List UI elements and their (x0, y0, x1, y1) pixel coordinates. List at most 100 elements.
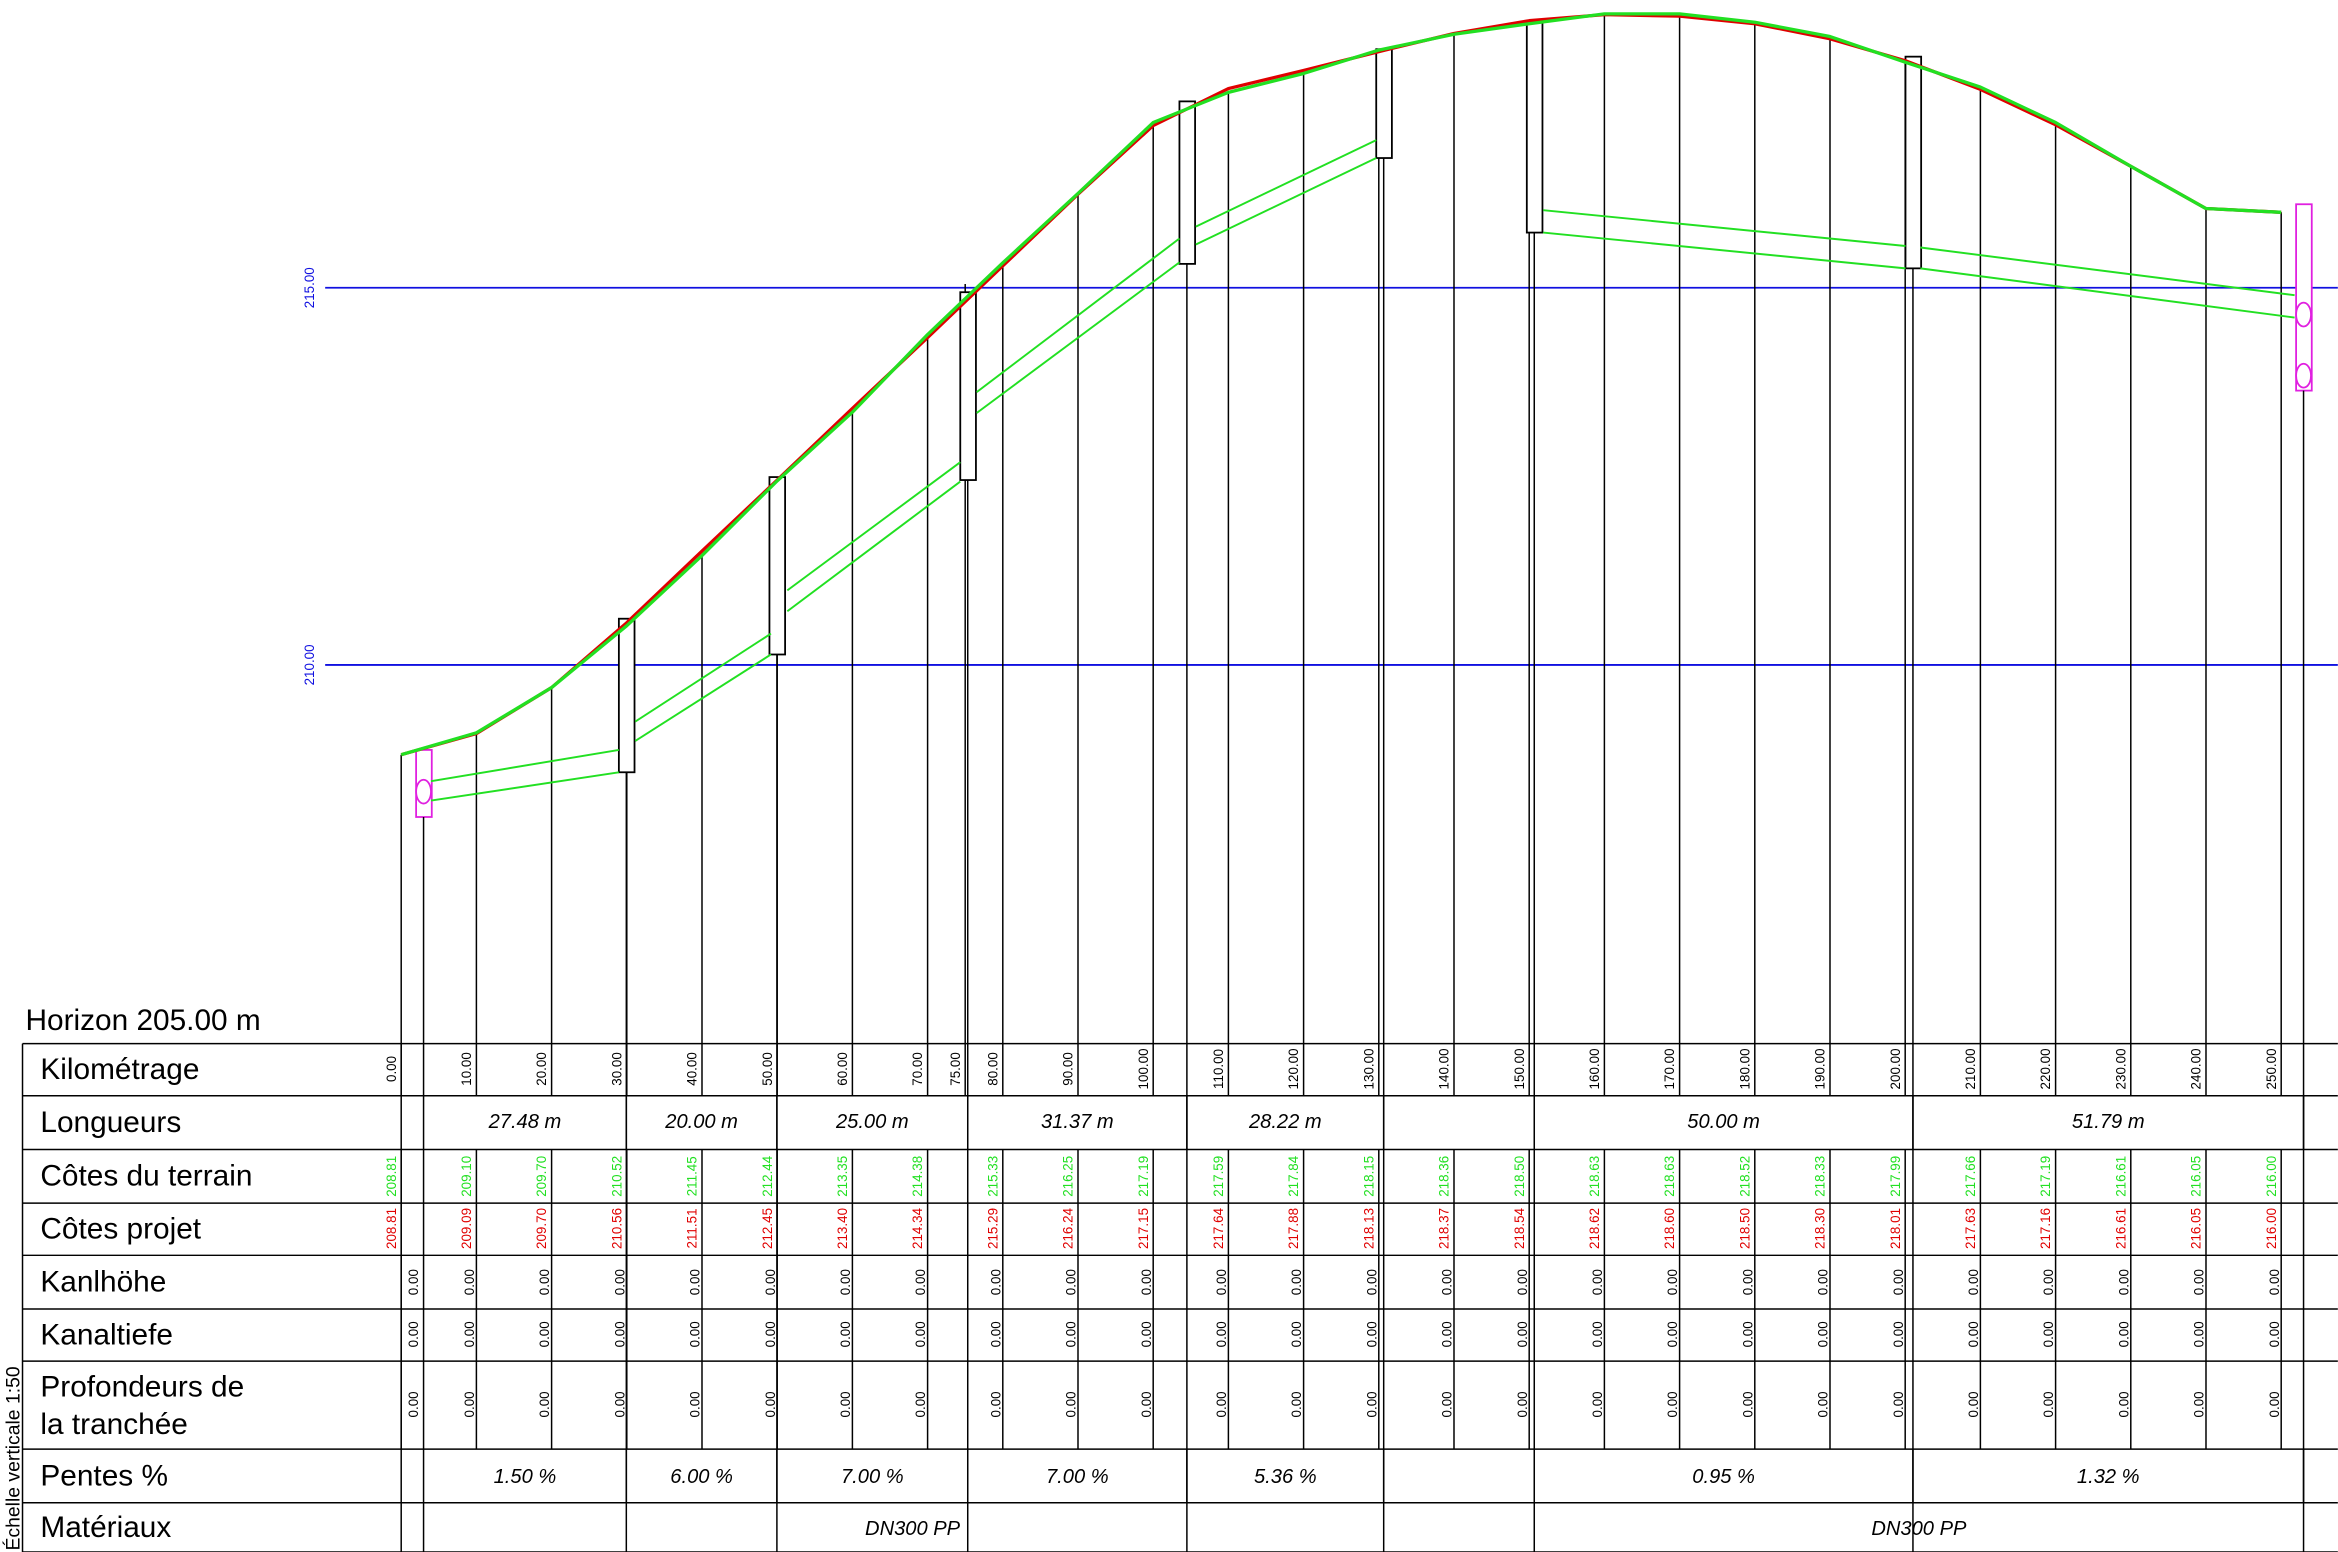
kilometrage-value: 10.00 (459, 1052, 474, 1086)
profondeurs-value: 0.00 (1665, 1391, 1680, 1417)
profondeurs-value: 0.00 (838, 1391, 853, 1417)
terrain-value: 218.15 (1361, 1156, 1376, 1197)
kanaltiefe-value: 0.00 (1665, 1321, 1680, 1347)
profondeurs-value: 0.00 (988, 1391, 1003, 1417)
terrain-value: 217.19 (1136, 1156, 1151, 1197)
terrain-value: 212.44 (760, 1155, 775, 1197)
profondeurs-value: 0.00 (406, 1391, 421, 1417)
project-value: 208.81 (384, 1208, 399, 1249)
kanlhoehe-value: 0.00 (763, 1269, 778, 1295)
kanlhoehe-value: 0.00 (462, 1269, 477, 1295)
kilometrage-value: 80.00 (985, 1052, 1000, 1086)
profondeurs-value: 0.00 (1064, 1391, 1079, 1417)
kilometrage-value: 0.00 (384, 1056, 399, 1082)
terrain-value: 217.99 (1888, 1156, 1903, 1197)
project-value: 212.45 (760, 1208, 775, 1249)
row-label: Kanlhöhe (40, 1266, 166, 1299)
segment-slope: 5.36 % (1254, 1466, 1317, 1488)
project-value: 217.64 (1211, 1207, 1226, 1249)
kanlhoehe-value: 0.00 (838, 1269, 853, 1295)
pipe-bottom (1920, 267, 2295, 319)
manhole (1904, 55, 1923, 270)
kanaltiefe-value: 0.00 (2116, 1321, 2131, 1347)
project-value: 216.00 (2264, 1208, 2279, 1249)
project-value: 209.70 (534, 1208, 549, 1249)
kanlhoehe-value: 0.00 (1139, 1269, 1154, 1295)
segment-slope: 7.00 % (841, 1466, 904, 1488)
reference-label: 215.00 (302, 267, 317, 308)
terrain-value: 217.84 (1286, 1155, 1301, 1197)
terrain-value: 209.70 (534, 1156, 549, 1197)
pipe-top (634, 632, 772, 723)
segment-slope: 7.00 % (1046, 1466, 1109, 1488)
segment-length: 25.00 m (835, 1111, 909, 1133)
profondeurs-value: 0.00 (1891, 1391, 1906, 1417)
kanlhoehe-value: 0.00 (988, 1269, 1003, 1295)
material: DN300 PP (865, 1518, 961, 1540)
profondeurs-value: 0.00 (1590, 1391, 1605, 1417)
manhole (1525, 19, 1544, 234)
segment-length: 51.79 m (2072, 1111, 2145, 1133)
kanaltiefe-value: 0.00 (688, 1321, 703, 1347)
profondeurs-value: 0.00 (2116, 1391, 2131, 1417)
row-label: Kilométrage (40, 1053, 199, 1086)
kanaltiefe-value: 0.00 (988, 1321, 1003, 1347)
project-value: 217.88 (1286, 1208, 1301, 1249)
profondeurs-value: 0.00 (2192, 1391, 2207, 1417)
kanlhoehe-value: 0.00 (688, 1269, 703, 1295)
terrain-value: 218.63 (1662, 1156, 1677, 1197)
terrain-profile (400, 12, 2282, 757)
terrain-value: 218.50 (1512, 1156, 1527, 1197)
profondeurs-value: 0.00 (462, 1391, 477, 1417)
project-value: 209.09 (459, 1208, 474, 1249)
profondeurs-value: 0.00 (1364, 1391, 1379, 1417)
profondeurs-value: 0.00 (1515, 1391, 1530, 1417)
profondeurs-value: 0.00 (1214, 1391, 1229, 1417)
profondeurs-value: 0.00 (1740, 1391, 1755, 1417)
row-label: Côtes projet (40, 1213, 201, 1246)
terrain-value: 218.33 (1813, 1156, 1828, 1197)
profondeurs-value: 0.00 (2267, 1391, 2282, 1417)
kilometrage-value: 170.00 (1662, 1048, 1677, 1089)
kilometrage-value: 50.00 (760, 1052, 775, 1086)
kanlhoehe-value: 0.00 (1214, 1269, 1229, 1295)
terrain-value: 216.25 (1061, 1156, 1076, 1197)
kilometrage-value: 150.00 (1512, 1048, 1527, 1089)
kanlhoehe-value: 0.00 (1064, 1269, 1079, 1295)
profondeurs-value: 0.00 (612, 1391, 627, 1417)
kanaltiefe-value: 0.00 (462, 1321, 477, 1347)
segment-slope: 1.32 % (2077, 1466, 2140, 1488)
profondeurs-value: 0.00 (537, 1391, 552, 1417)
project-value: 218.54 (1512, 1207, 1527, 1249)
kilometrage-value: 30.00 (609, 1052, 624, 1086)
profondeurs-value: 0.00 (1289, 1391, 1304, 1417)
kanaltiefe-value: 0.00 (1440, 1321, 1455, 1347)
kilometrage-value: 120.00 (1286, 1048, 1301, 1089)
manhole (959, 291, 977, 481)
project-value: 217.63 (1963, 1208, 1978, 1249)
project-value: 218.60 (1662, 1208, 1677, 1249)
profondeurs-value: 0.00 (1966, 1391, 1981, 1417)
row-label: Pentes % (40, 1459, 168, 1492)
row-label: la tranchée (40, 1408, 187, 1441)
terrain-value: 210.52 (609, 1156, 624, 1197)
kanlhoehe-value: 0.00 (1966, 1269, 1981, 1295)
kilometrage-value: 40.00 (685, 1052, 700, 1086)
kanlhoehe-value: 0.00 (1289, 1269, 1304, 1295)
pipe-bottom (1195, 157, 1377, 246)
material: DN300 PP (1871, 1518, 1967, 1540)
manhole (2295, 203, 2313, 392)
terrain-value: 211.45 (685, 1156, 700, 1196)
segment-length: 31.37 m (1041, 1111, 1114, 1133)
pipe-top (786, 461, 961, 592)
terrain-value: 217.19 (2038, 1156, 2053, 1197)
terrain-value: 209.10 (459, 1156, 474, 1197)
kanlhoehe-value: 0.00 (1364, 1269, 1379, 1295)
pipe-top (976, 237, 1181, 393)
kanaltiefe-value: 0.00 (1064, 1321, 1079, 1347)
project-value: 216.24 (1061, 1207, 1076, 1249)
terrain-value: 218.63 (1587, 1156, 1602, 1197)
kanlhoehe-value: 0.00 (2041, 1269, 2056, 1295)
terrain-value: 216.61 (2113, 1156, 2128, 1197)
pipe-bottom (430, 771, 620, 802)
